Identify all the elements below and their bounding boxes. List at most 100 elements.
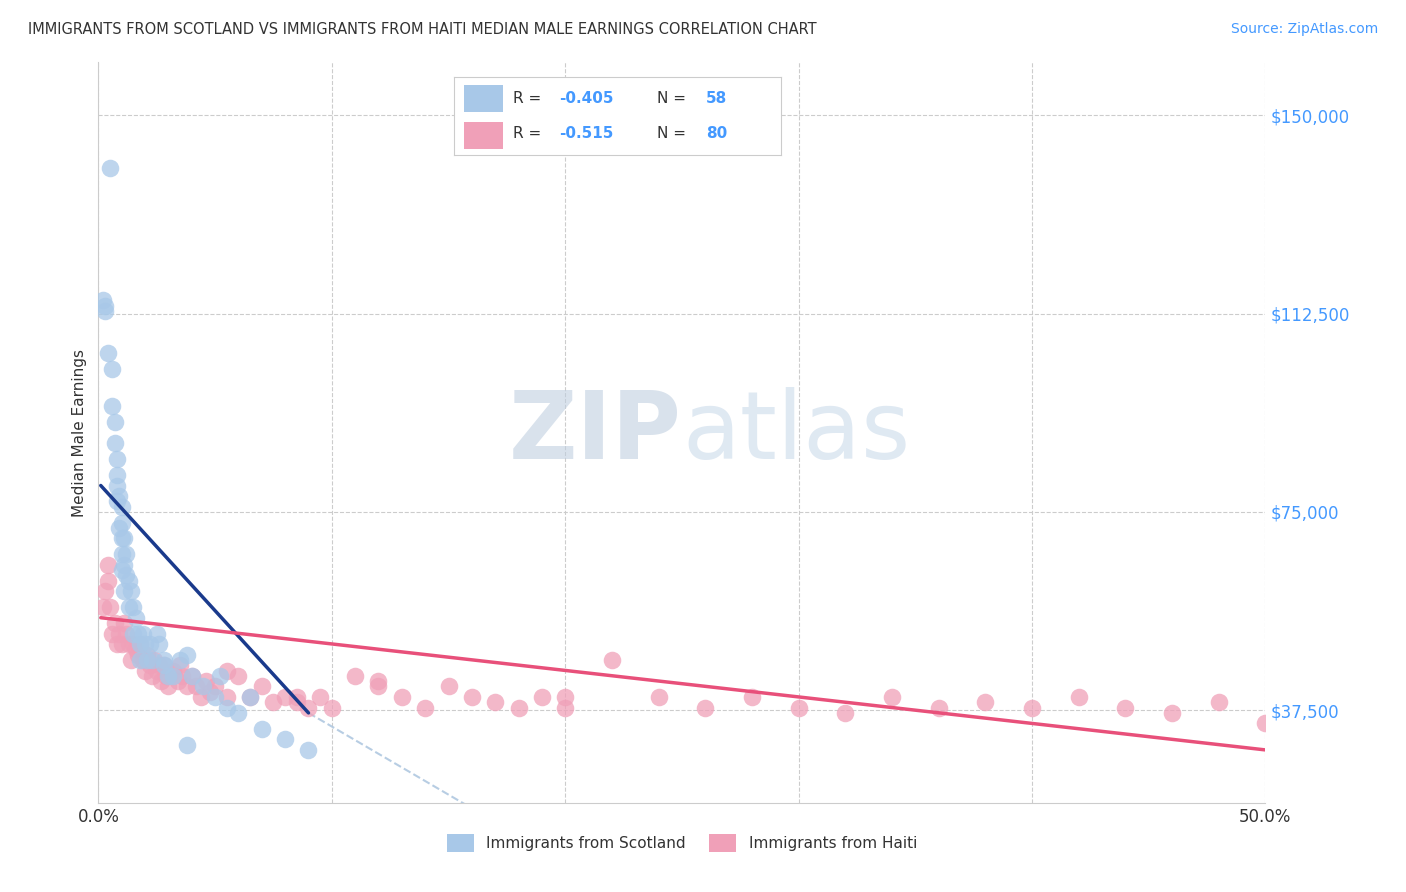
Point	[97, 574, 120, 588]
Point	[530, 690, 553, 704]
Point	[228, 706, 250, 720]
Point	[150, 674, 173, 689]
Point	[437, 680, 460, 694]
Point	[1254, 716, 1277, 731]
Point	[132, 626, 155, 640]
Point	[1161, 706, 1184, 720]
Point	[787, 700, 810, 714]
Legend: Immigrants from Scotland, Immigrants from Haiti: Immigrants from Scotland, Immigrants fro…	[440, 829, 924, 858]
Point	[120, 653, 142, 667]
Point	[104, 415, 127, 429]
Point	[274, 690, 297, 704]
Point	[484, 695, 506, 709]
Point	[309, 690, 332, 704]
Point	[111, 547, 134, 561]
Point	[112, 584, 135, 599]
Point	[186, 680, 208, 694]
Point	[215, 664, 238, 678]
Point	[461, 690, 484, 704]
Point	[125, 642, 148, 657]
Point	[204, 690, 226, 704]
Point	[176, 738, 198, 752]
Point	[148, 658, 170, 673]
Point	[111, 637, 134, 651]
Point	[97, 346, 120, 360]
Point	[413, 700, 436, 714]
Point	[193, 680, 215, 694]
Point	[180, 669, 202, 683]
Point	[600, 653, 623, 667]
Y-axis label: Median Male Earnings: Median Male Earnings	[72, 349, 87, 516]
Point	[111, 532, 134, 546]
Point	[111, 563, 134, 577]
Point	[127, 648, 149, 662]
Point	[112, 558, 135, 572]
Point	[880, 690, 903, 704]
Point	[262, 695, 284, 709]
Point	[367, 674, 389, 689]
Point	[101, 626, 124, 640]
Point	[297, 743, 319, 757]
Point	[228, 669, 250, 683]
Text: atlas: atlas	[682, 386, 910, 479]
Point	[129, 653, 152, 667]
Point	[98, 161, 121, 176]
Point	[105, 637, 128, 651]
Point	[148, 637, 170, 651]
Point	[146, 664, 169, 678]
Point	[169, 658, 191, 673]
Point	[239, 690, 262, 704]
Point	[115, 547, 138, 561]
Point	[157, 680, 180, 694]
Point	[104, 436, 127, 450]
Point	[1208, 695, 1230, 709]
Text: Source: ZipAtlas.com: Source: ZipAtlas.com	[1230, 22, 1378, 37]
Point	[91, 600, 114, 615]
Point	[162, 669, 184, 683]
Point	[94, 584, 117, 599]
Point	[97, 558, 120, 572]
Point	[508, 700, 530, 714]
Point	[695, 700, 717, 714]
Point	[125, 610, 148, 624]
Point	[166, 674, 188, 689]
Point	[132, 653, 155, 667]
Point	[91, 293, 114, 308]
Point	[129, 637, 152, 651]
Point	[120, 584, 142, 599]
Point	[101, 362, 124, 376]
Point	[176, 648, 198, 662]
Point	[297, 700, 319, 714]
Point	[139, 637, 162, 651]
Point	[554, 700, 576, 714]
Point	[194, 674, 217, 689]
Point	[146, 626, 169, 640]
Point	[974, 695, 997, 709]
Point	[115, 626, 138, 640]
Point	[112, 615, 135, 630]
Point	[200, 685, 222, 699]
Point	[239, 690, 262, 704]
Point	[250, 722, 273, 736]
Point	[134, 664, 156, 678]
Point	[1114, 700, 1136, 714]
Point	[1067, 690, 1090, 704]
Point	[208, 669, 231, 683]
Point	[118, 637, 141, 651]
Text: ZIP: ZIP	[509, 386, 682, 479]
Point	[122, 600, 145, 615]
Point	[105, 452, 128, 467]
Point	[105, 494, 128, 508]
Point	[104, 615, 127, 630]
Point	[141, 669, 163, 683]
Point	[108, 626, 131, 640]
Point	[647, 690, 669, 704]
Point	[285, 690, 308, 704]
Point	[98, 600, 121, 615]
Point	[176, 680, 198, 694]
Point	[169, 653, 191, 667]
Point	[285, 695, 308, 709]
Point	[134, 637, 156, 651]
Point	[122, 626, 145, 640]
Point	[118, 574, 141, 588]
